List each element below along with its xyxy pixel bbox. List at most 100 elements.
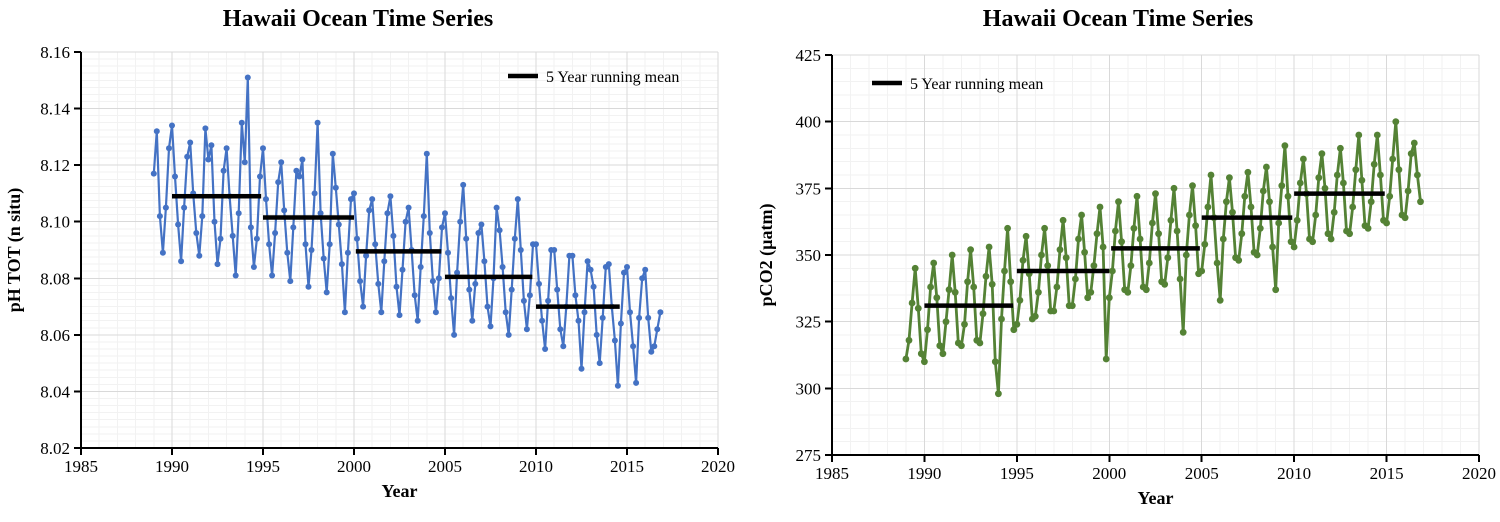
data-point <box>1213 259 1221 267</box>
data-point <box>1078 211 1085 219</box>
data-point <box>463 235 470 242</box>
data-point <box>970 283 978 291</box>
x-tick-label: 2015 <box>610 457 644 476</box>
data-point <box>508 286 515 293</box>
data-point <box>911 264 919 272</box>
data-point <box>924 326 931 334</box>
data-point <box>1330 208 1338 216</box>
data-point <box>945 286 953 294</box>
data-point <box>1352 166 1360 174</box>
data-point <box>967 246 974 254</box>
data-point <box>1266 198 1273 206</box>
data-point <box>302 241 309 248</box>
data-point <box>439 224 445 231</box>
y-tick-label: 8.16 <box>40 43 70 62</box>
data-point <box>351 190 357 197</box>
data-point <box>1247 203 1255 211</box>
data-point <box>964 278 971 286</box>
legend: 5 Year running mean <box>872 76 1043 93</box>
data-point <box>278 159 285 166</box>
x-tick-label: 1985 <box>815 464 849 483</box>
data-point <box>657 309 664 316</box>
data-point <box>575 317 582 324</box>
data-point <box>1084 294 1092 302</box>
pco2-chart-figure: 1985 1990 1995 2000 2005 2010 2015 2020 275 300 32… <box>750 0 1500 522</box>
data-point <box>466 286 473 293</box>
data-point <box>1216 296 1224 304</box>
data-point <box>1223 198 1230 206</box>
data-point <box>341 309 348 316</box>
data-point <box>484 303 491 310</box>
data-point <box>1296 179 1304 187</box>
y-tick-label: 400 <box>796 113 822 132</box>
data-point <box>150 170 157 177</box>
data-point <box>1115 198 1122 206</box>
data-point <box>1219 235 1227 243</box>
data-point <box>1189 182 1196 190</box>
data-point <box>153 128 160 135</box>
data-point <box>241 159 248 166</box>
data-point <box>472 280 479 287</box>
data-point <box>332 184 339 191</box>
data-point <box>247 224 254 231</box>
data-point <box>551 247 558 253</box>
data-point <box>1324 230 1332 238</box>
data-point <box>1287 238 1295 246</box>
data-point <box>260 145 266 152</box>
data-point <box>366 207 373 214</box>
data-point <box>354 235 360 242</box>
data-point <box>642 266 649 273</box>
data-point <box>1059 216 1067 224</box>
data-point <box>905 336 913 344</box>
data-point <box>420 213 427 220</box>
data-point <box>1109 267 1116 275</box>
data-point <box>1022 232 1030 240</box>
data-point <box>299 156 306 163</box>
running-mean-segments <box>172 194 620 309</box>
data-point <box>961 320 968 328</box>
data-point <box>1284 192 1292 200</box>
data-point <box>1355 131 1363 139</box>
data-point <box>502 309 509 316</box>
legend-label: 5 Year running mean <box>910 76 1043 93</box>
data-point <box>220 167 227 174</box>
data-point <box>208 142 215 149</box>
data-point <box>1281 142 1289 150</box>
data-point <box>442 210 448 217</box>
data-point <box>627 309 633 316</box>
data-point <box>311 190 318 197</box>
data-point <box>454 269 461 276</box>
y-tick-label: 8.04 <box>40 382 70 401</box>
data-point <box>263 196 269 203</box>
data-point <box>1364 224 1372 232</box>
data-point <box>493 204 500 211</box>
data-point <box>187 139 194 146</box>
data-point <box>253 235 260 242</box>
data-point <box>1269 243 1276 251</box>
data-point <box>587 266 594 273</box>
data-point <box>1044 262 1052 270</box>
data-point <box>296 173 303 180</box>
data-point <box>384 210 391 217</box>
data-point <box>360 303 367 310</box>
y-tick-label: 8.12 <box>40 156 70 175</box>
data-point <box>505 331 512 338</box>
data-point <box>1358 176 1366 184</box>
data-point <box>1010 326 1018 334</box>
data-point <box>417 264 424 270</box>
data-point <box>411 292 418 299</box>
data-point <box>405 204 412 211</box>
data-point <box>1290 243 1298 251</box>
data-point <box>257 173 263 180</box>
data-point <box>281 207 288 214</box>
data-series-line <box>152 76 662 387</box>
data-point <box>326 241 333 248</box>
data-point <box>317 210 324 217</box>
data-point <box>402 218 409 225</box>
data-point <box>156 213 163 220</box>
x-axis-title: Year <box>1138 488 1174 508</box>
data-point <box>593 331 600 338</box>
data-point <box>266 241 273 248</box>
data-point <box>1309 238 1316 246</box>
data-point <box>1312 211 1320 219</box>
